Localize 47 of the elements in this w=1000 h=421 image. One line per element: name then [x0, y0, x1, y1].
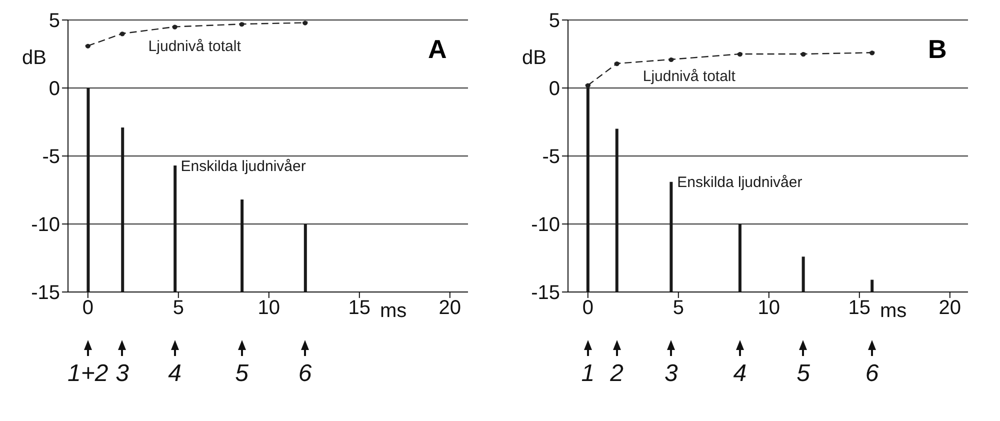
y-tick-label: -15 — [31, 282, 60, 304]
y-axis-title: dB — [522, 47, 546, 70]
x-tick-label: 20 — [438, 297, 462, 320]
point — [85, 43, 91, 48]
series-label: Ljudnivå totalt — [642, 68, 736, 85]
text: 5 — [234, 360, 250, 388]
y-tick-label: -5 — [542, 146, 560, 168]
y-tick-label: -5 — [42, 146, 60, 168]
point — [120, 31, 125, 36]
x-tick-label: 15 — [348, 297, 371, 320]
text: 4 — [732, 360, 748, 388]
text: B — [928, 34, 947, 65]
text: 5 — [796, 360, 811, 388]
text: 3 — [663, 360, 679, 388]
x-axis-title: ms — [880, 300, 907, 323]
text: A — [428, 34, 447, 65]
text: 1 — [581, 360, 595, 387]
y-tick-label: 5 — [48, 10, 60, 32]
text: 4 — [167, 360, 182, 388]
y-tick-label: 5 — [548, 10, 560, 32]
text: 3 — [116, 360, 129, 387]
point — [585, 82, 591, 88]
x-tick-label: 5 — [172, 297, 184, 320]
x-tick-label: 15 — [848, 297, 871, 320]
y-tick-label: -10 — [31, 214, 60, 236]
x-tick-label: 5 — [672, 297, 684, 320]
point — [869, 50, 875, 56]
x-axis-title: ms — [380, 300, 407, 323]
x-tick-label: 20 — [938, 297, 962, 320]
x-tick-label: 0 — [582, 297, 594, 320]
point — [172, 24, 178, 30]
series-label: Enskilda ljudnivåer — [180, 158, 306, 175]
y-tick-label: -15 — [531, 282, 560, 304]
series-label: Enskilda ljudnivåer — [677, 174, 802, 191]
y-tick-label: 0 — [548, 78, 560, 100]
text: 1+2 — [68, 360, 108, 387]
y-tick-label: -10 — [531, 214, 560, 236]
point — [302, 20, 308, 26]
y-axis-title: dB — [22, 47, 46, 70]
text: 6 — [864, 360, 880, 388]
y-tick-label: 0 — [48, 78, 60, 100]
x-tick-label: 10 — [758, 297, 780, 320]
x-tick-label: 10 — [258, 297, 280, 320]
text: 6 — [297, 360, 313, 388]
x-tick-label: 0 — [82, 297, 94, 320]
series-label: Ljudnivå totalt — [148, 38, 241, 55]
text: 2 — [610, 360, 624, 387]
